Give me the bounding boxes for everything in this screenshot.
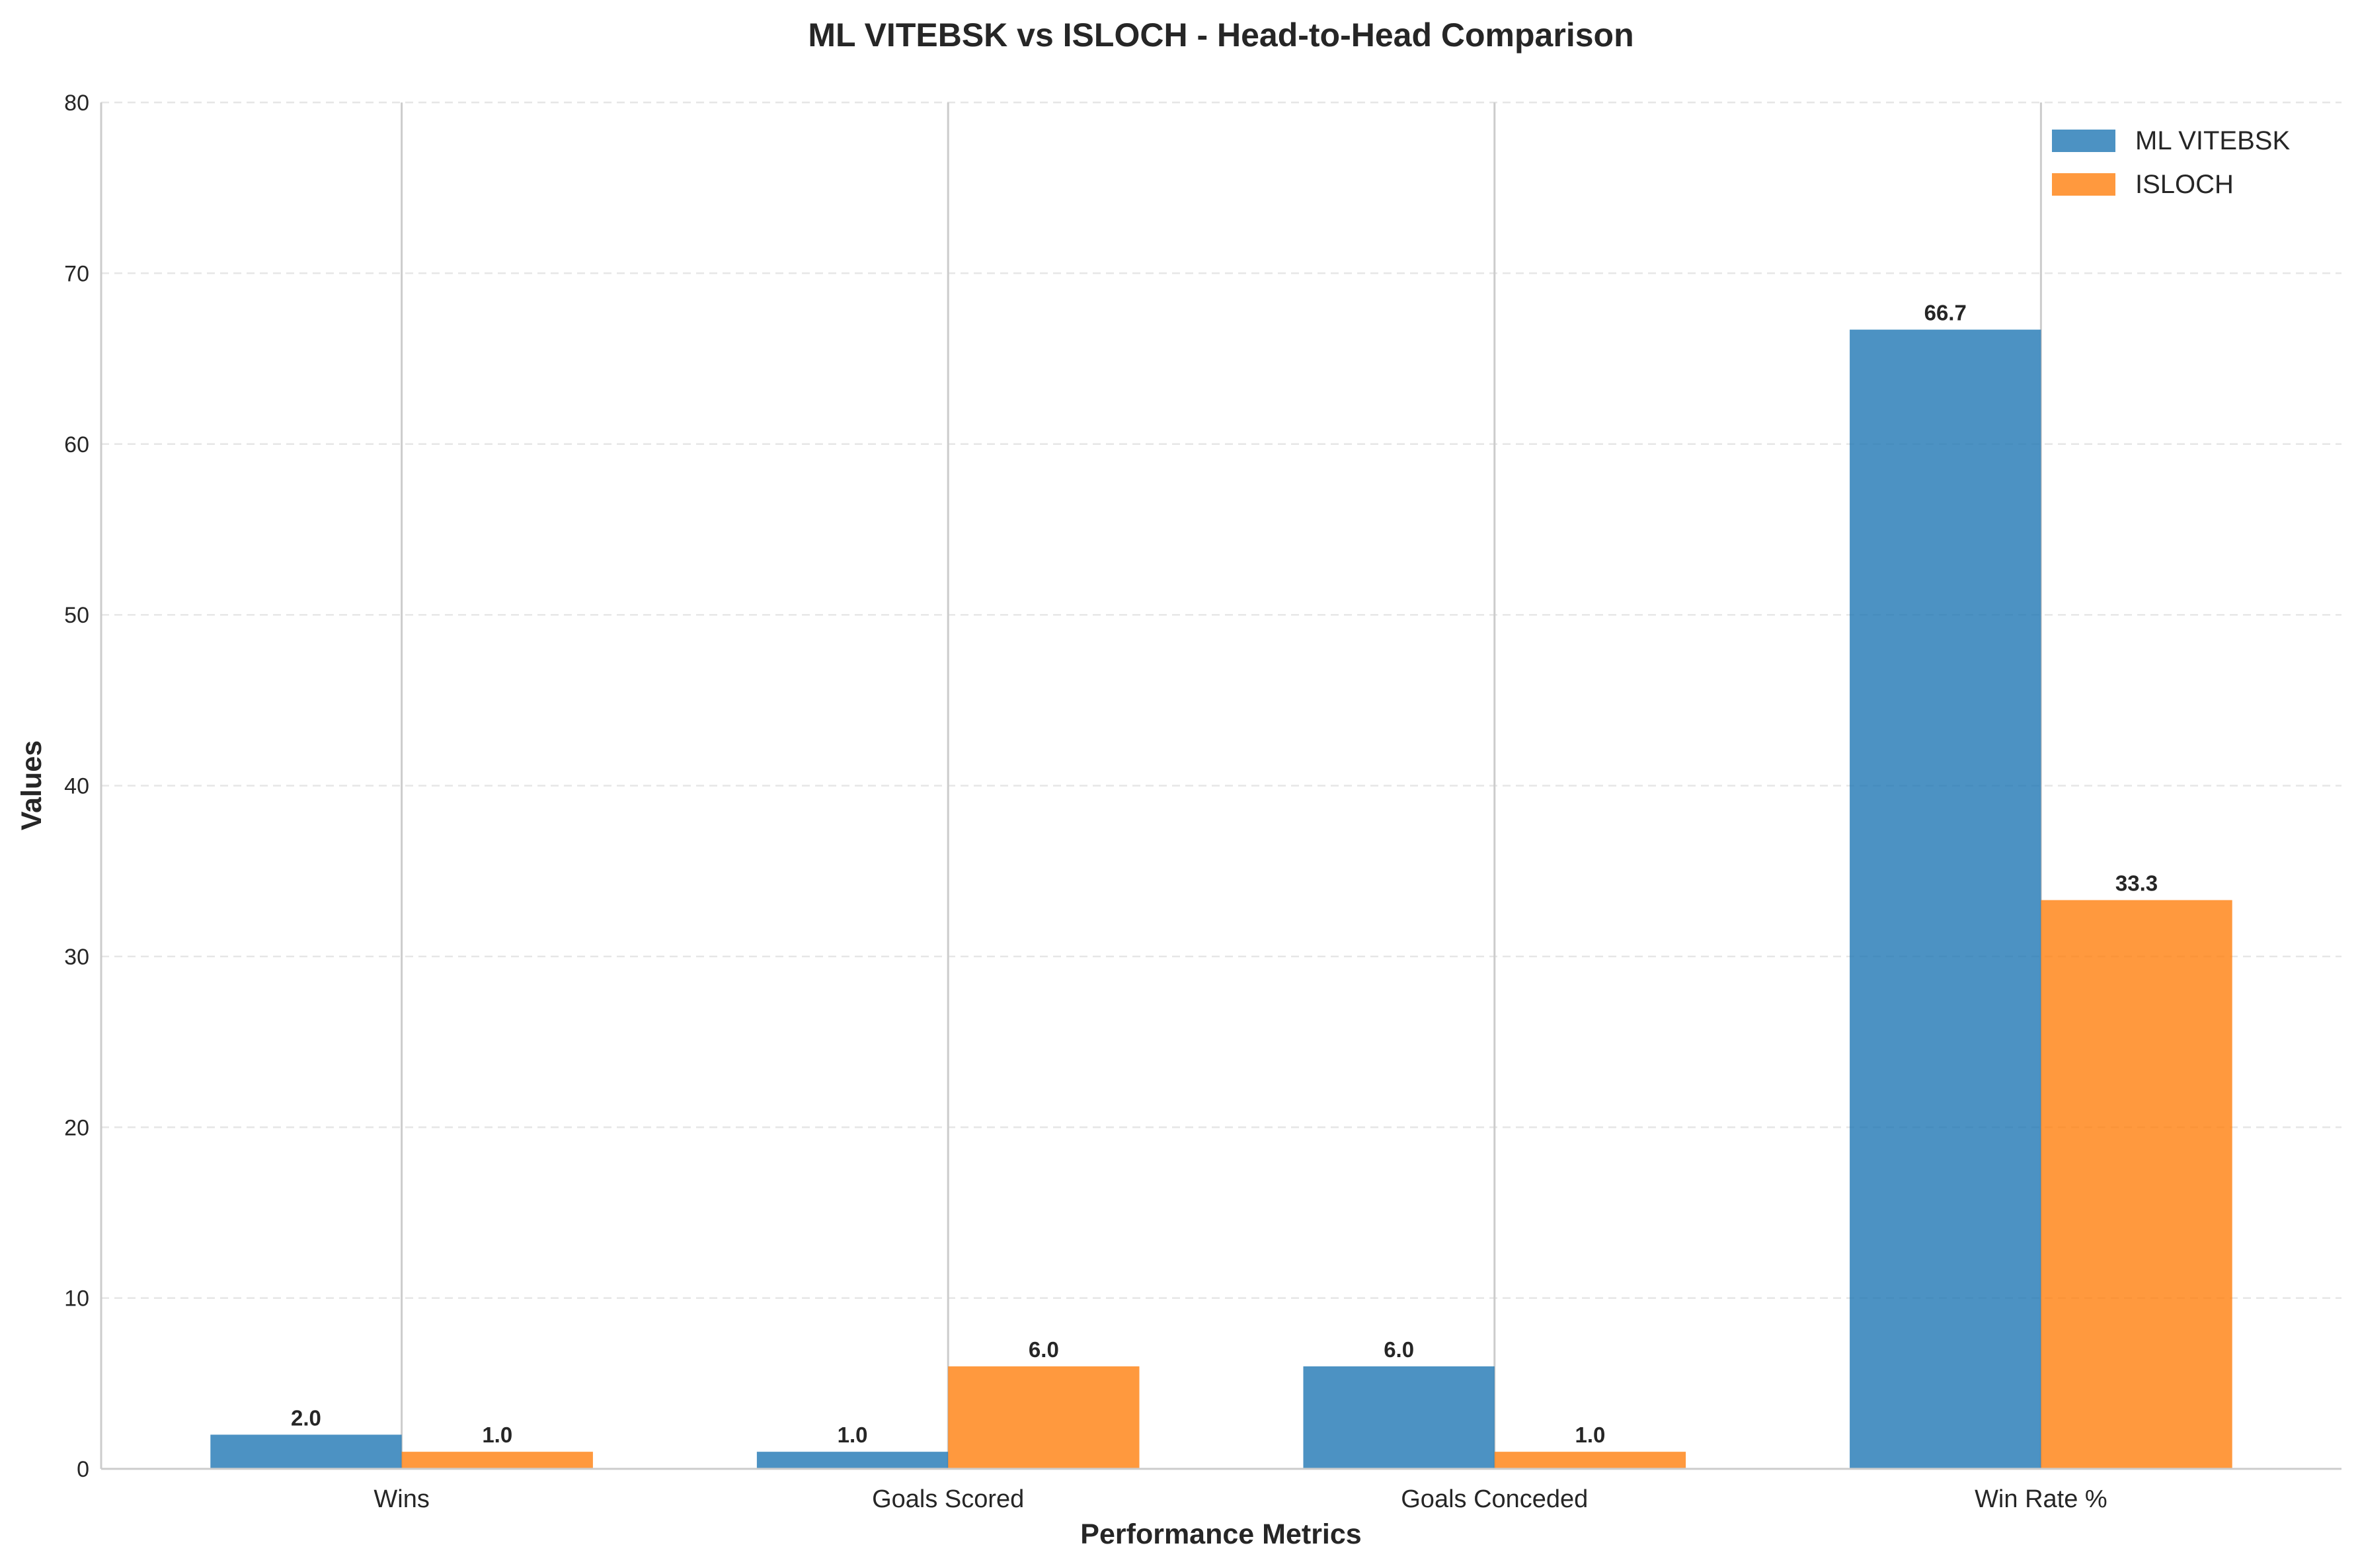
x-axis-label: Performance Metrics: [1080, 1518, 1361, 1550]
legend-swatch: [2052, 173, 2115, 196]
bar-isloch: [401, 1452, 593, 1469]
y-tick-label: 20: [64, 1115, 89, 1140]
y-tick-labels: 0 10 20 30 40 50 60 70 80: [64, 91, 89, 1482]
bar-value-label: 6.0: [1029, 1337, 1059, 1362]
bar-isloch: [2041, 900, 2232, 1469]
bar-value-label: 66.7: [1924, 301, 1967, 325]
bar-isloch: [1494, 1452, 1686, 1469]
bar-ml-vitebsk: [1303, 1366, 1495, 1469]
bar-value-label: 1.0: [482, 1423, 512, 1447]
x-tick-label: Win Rate %: [1975, 1485, 2107, 1513]
axes: [100, 102, 2341, 1470]
x-tick-labels: Wins Goals Scored Goals Conceded Win Rate %: [374, 1485, 2107, 1513]
bar-ml-vitebsk: [1850, 329, 2041, 1469]
bar-value-label: 33.3: [2115, 871, 2158, 896]
y-tick-label: 0: [77, 1457, 89, 1482]
y-axis-label: Values: [16, 740, 48, 830]
legend-swatch: [2052, 130, 2115, 152]
y-tick-label: 10: [64, 1286, 89, 1312]
legend-label: ISLOCH: [2135, 170, 2234, 199]
bar-ml-vitebsk: [756, 1452, 949, 1469]
y-tick-label: 80: [64, 91, 89, 116]
bars: [210, 329, 2232, 1469]
bar-value-label: 6.0: [1384, 1337, 1414, 1362]
bar-value-label: 2.0: [291, 1405, 321, 1430]
y-tick-label: 30: [64, 945, 89, 970]
bar-isloch: [948, 1366, 1140, 1469]
y-tick-label: 70: [64, 261, 89, 286]
legend: ML VITEBSK ISLOCH: [2052, 126, 2290, 199]
x-tick-label: Goals Scored: [872, 1485, 1024, 1513]
legend-label: ML VITEBSK: [2135, 126, 2290, 155]
bar-ml-vitebsk: [210, 1434, 402, 1469]
y-tick-label: 40: [64, 774, 89, 799]
x-tick-label: Goals Conceded: [1401, 1485, 1588, 1513]
data-labels: 2.0 1.0 6.0 66.7 1.0 6.0 1.0 33.3: [291, 301, 2158, 1448]
bar-value-label: 1.0: [1575, 1423, 1606, 1447]
x-tick-label: Wins: [374, 1485, 429, 1513]
bar-value-label: 1.0: [838, 1423, 868, 1447]
y-tick-label: 50: [64, 603, 89, 628]
chart-title: ML VITEBSK vs ISLOCH - Head-to-Head Comp…: [808, 17, 1633, 54]
y-tick-label: 60: [64, 432, 89, 457]
